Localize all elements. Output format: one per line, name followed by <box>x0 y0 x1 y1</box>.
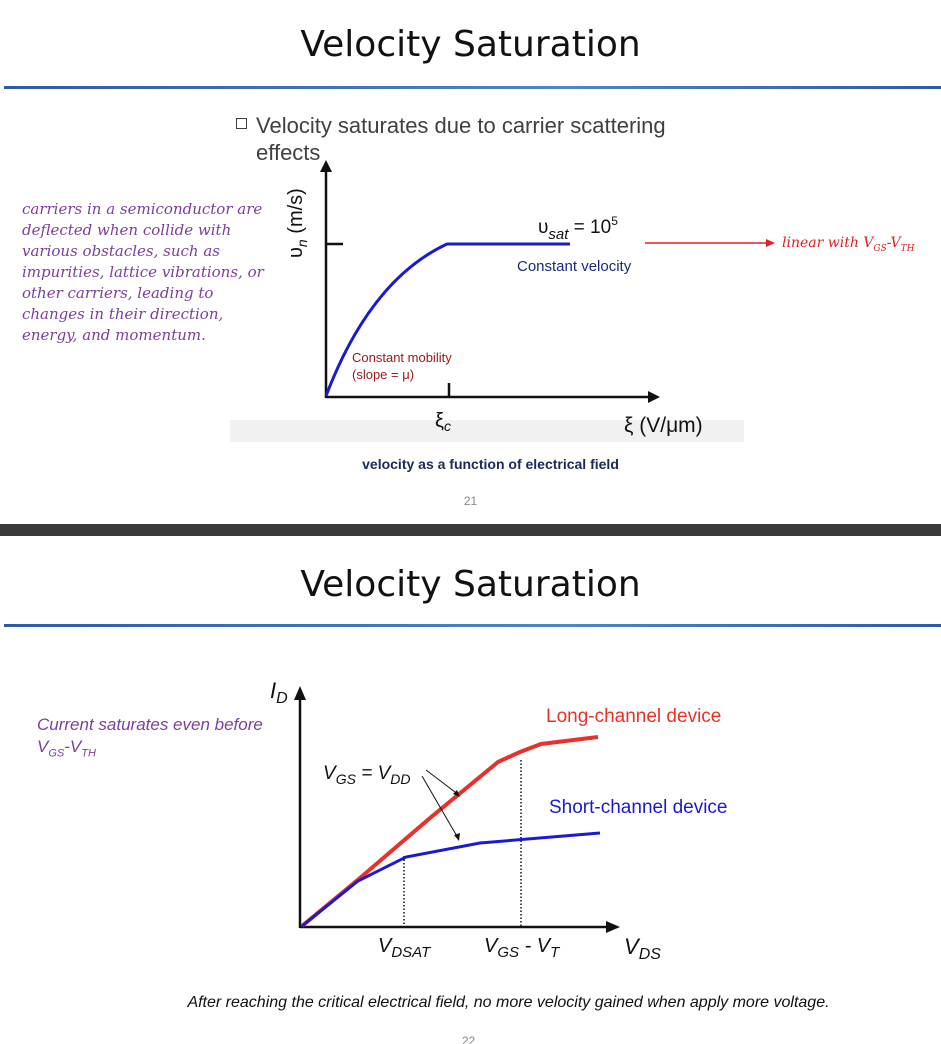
vdsat-main: V <box>378 935 393 957</box>
y-axis-label: ID <box>270 678 288 707</box>
note-line2: VGS-VTH <box>37 736 297 764</box>
slide-title: Velocity Saturation <box>300 564 641 605</box>
short-channel-label: Short-channel device <box>549 797 728 818</box>
vds-main: V <box>624 934 641 959</box>
vgsvt-a: V <box>484 935 499 957</box>
vdsat-label: VDSAT <box>378 935 432 961</box>
vgsvt-mid: - V <box>519 935 552 957</box>
id-sub: D <box>276 690 288 707</box>
conclusion-note: After reaching the critical electrical f… <box>187 994 830 1011</box>
current-saturation-note: Current saturates even before VGS-VTH <box>37 714 297 764</box>
linear-note: linear with VGS-VTH <box>782 235 914 254</box>
bullet-text: Velocity saturates due to carrier scatte… <box>256 113 666 165</box>
vgsvt-b-sub: T <box>550 944 561 961</box>
x-axis-label: VDS <box>624 934 661 963</box>
chart-shadow-band <box>230 420 744 442</box>
long-channel-curve <box>300 735 599 928</box>
note-mid: -V <box>64 737 82 756</box>
vdsat-sub: DSAT <box>391 944 432 961</box>
velocity-curve <box>324 242 570 397</box>
pointer-short <box>421 775 459 839</box>
pointer-long <box>425 769 460 796</box>
vgsvt-a-sub: GS <box>497 944 519 961</box>
slide-21: Velocity Saturation Velocity saturates d… <box>4 24 941 508</box>
velocity-field-chart: υn (m/s) υsat = 105 Constant velocity Co… <box>230 160 775 442</box>
vgs-vt-label: VGS - VT <box>484 935 561 961</box>
linear-note-sub2: TH <box>900 243 915 254</box>
linear-note-sub1: GS <box>873 243 887 254</box>
page-number: 22 <box>461 1034 476 1044</box>
bullet-box-icon <box>236 118 247 129</box>
linear-note-prefix: linear with V <box>782 235 874 251</box>
note-sub1: GS <box>48 747 65 760</box>
y-label-sub: n <box>294 239 310 247</box>
long-channel-label: Long-channel device <box>546 706 721 727</box>
xic-main: ξ <box>435 410 444 432</box>
critical-field-label: ξc <box>435 410 451 434</box>
slide-22: Velocity Saturation Current saturates ev… <box>0 536 941 1044</box>
chart-caption: velocity as a function of electrical fie… <box>362 456 619 472</box>
id-main: I <box>270 678 276 703</box>
pointer-long-head-icon <box>453 790 460 797</box>
vgsvdd-a-sub: GS <box>336 771 357 787</box>
note-prefix: V <box>37 737 49 756</box>
vsat-sup: 5 <box>611 214 618 228</box>
short-channel-curve <box>301 831 601 928</box>
y-axis-arrow-icon <box>320 160 332 172</box>
scattering-note: carriers in a semiconductor are deflecte… <box>22 200 264 344</box>
vgsvdd-mid: = V <box>356 763 393 784</box>
vsat-main: υ <box>538 217 548 238</box>
page-number: 21 <box>463 494 478 508</box>
vds-sub: DS <box>639 946 662 963</box>
linear-arrow-head-icon <box>766 239 775 247</box>
x-axis-label: ξ (V/μm) <box>624 414 703 437</box>
title-rule <box>4 624 941 627</box>
slope-label: (slope = μ) <box>352 367 414 382</box>
y-axis-label: υn (m/s) <box>285 188 310 258</box>
vsat-label: υsat = 105 <box>538 214 618 243</box>
note-sub2: TH <box>81 747 96 760</box>
constant-velocity-label: Constant velocity <box>517 258 632 275</box>
y-axis-arrow-icon <box>294 686 306 700</box>
vgsvdd-b-sub: DD <box>390 771 410 787</box>
constant-mobility-label: Constant mobility <box>352 350 452 365</box>
y-label-rest: (m/s) <box>285 188 307 239</box>
slide-separator <box>0 524 941 536</box>
x-axis-arrow-icon <box>648 391 660 403</box>
linear-note-mid: -V <box>886 235 901 251</box>
x-axis-arrow-icon <box>606 921 620 933</box>
xic-sub: c <box>444 418 451 434</box>
slide-title: Velocity Saturation <box>300 24 641 65</box>
drain-current-chart: ID VGS = VDD Long-channel device Short-c… <box>270 678 728 963</box>
vgsvdd-a: V <box>323 763 338 784</box>
vsat-rest: = 10 <box>568 217 611 238</box>
vsat-sub: sat <box>548 226 569 243</box>
pointer-short-head-icon <box>454 833 460 841</box>
note-line1: Current saturates even before <box>37 715 263 734</box>
vgs-vdd-label: VGS = VDD <box>323 763 410 787</box>
title-rule <box>4 86 941 89</box>
y-label-main: υ <box>285 247 307 258</box>
